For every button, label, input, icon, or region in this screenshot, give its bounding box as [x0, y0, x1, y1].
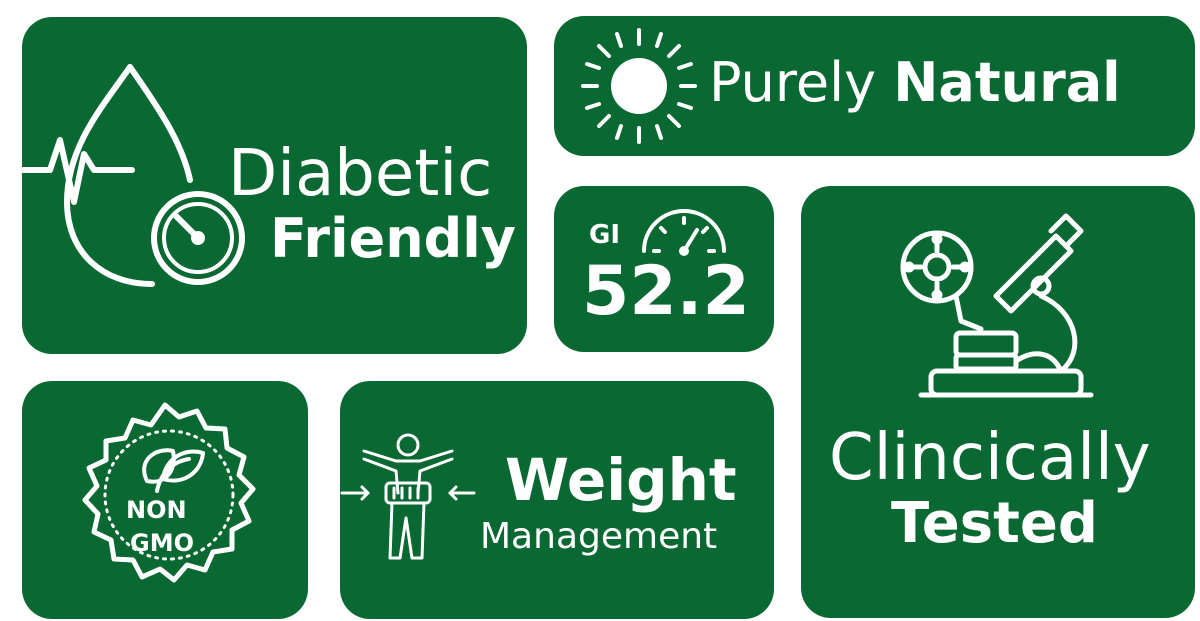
diabetic-line2: Friendly	[270, 207, 517, 270]
nongmo-line2: GMO	[130, 529, 194, 557]
purely-natural-card: Purely Natural	[554, 16, 1195, 156]
natural-label: Natural	[893, 51, 1121, 114]
clinically-tested-card: Clincically Tested	[801, 186, 1195, 618]
clinically-line1: Clincically	[829, 421, 1151, 495]
purely-label: Purely	[709, 51, 877, 114]
body-measure-icon	[340, 433, 476, 560]
nongmo-line1: NON	[126, 496, 187, 524]
weight-management-card: Weight Management	[340, 381, 774, 619]
diabetic-friendly-card: Diabetic Friendly	[19, 17, 527, 354]
blood-drop-glucose-meter-icon	[19, 64, 245, 287]
gi-label: GI	[589, 220, 621, 250]
clinically-line2: Tested	[891, 491, 1098, 556]
gi-value: 52.2	[582, 252, 750, 331]
weight-line2: Management	[480, 516, 718, 557]
microscope-icon	[900, 213, 1094, 398]
non-gmo-card: NON GMO	[22, 381, 308, 619]
sun-icon	[581, 28, 697, 144]
purely-natural-text: Purely Natural	[709, 56, 1121, 110]
leaf-seal-icon	[82, 402, 256, 583]
diabetic-line1: Diabetic	[228, 137, 493, 211]
weight-line1: Weight	[505, 446, 737, 514]
gauge-icon	[642, 209, 726, 256]
gi-card: GI 52.2	[554, 186, 774, 352]
